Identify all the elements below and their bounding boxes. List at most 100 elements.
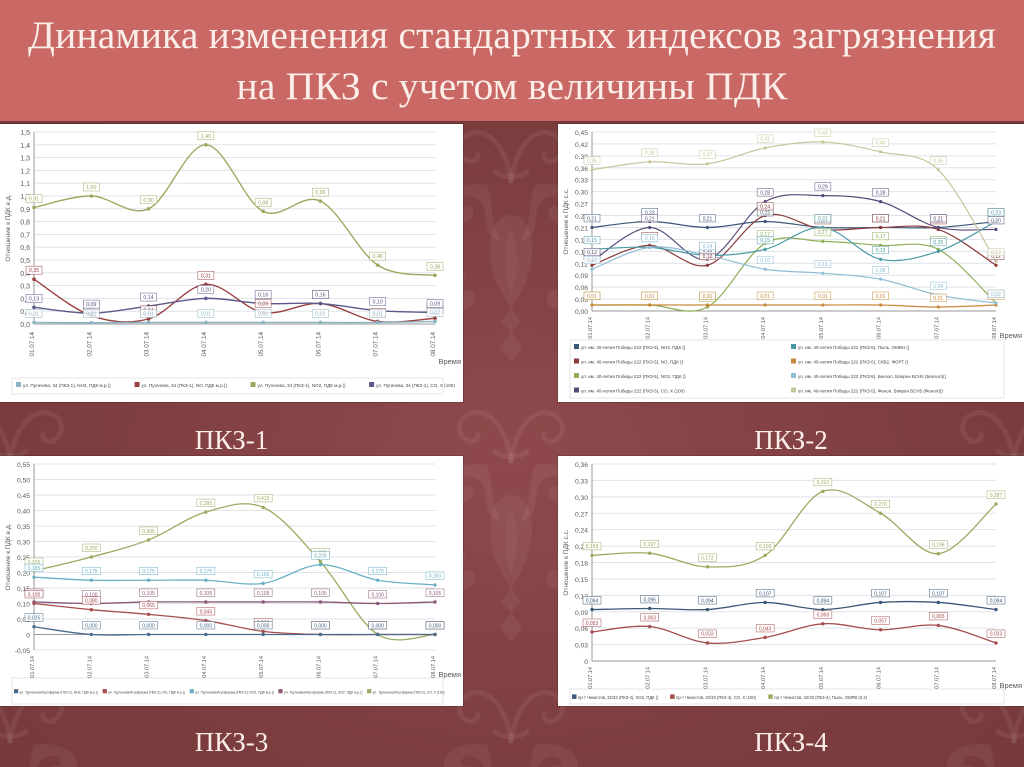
svg-text:0,88: 0,88 [258, 200, 268, 206]
svg-text:0,175: 0,175 [85, 569, 98, 575]
svg-text:0,01: 0,01 [143, 311, 153, 317]
svg-text:0,24: 0,24 [575, 528, 588, 535]
svg-text:0,045: 0,045 [200, 609, 213, 615]
svg-text:0,28: 0,28 [876, 190, 886, 196]
svg-text:0,175: 0,175 [371, 569, 384, 575]
svg-text:0,29: 0,29 [818, 184, 828, 190]
svg-text:0,197: 0,197 [643, 542, 656, 548]
svg-text:0,175: 0,175 [200, 569, 213, 575]
svg-text:0,42: 0,42 [818, 131, 828, 137]
svg-text:0,01: 0,01 [373, 311, 383, 317]
svg-text:0,06: 0,06 [575, 285, 588, 292]
svg-text:04.07.14: 04.07.14 [201, 332, 208, 357]
svg-text:0,193: 0,193 [586, 544, 599, 550]
svg-text:0,27: 0,27 [575, 202, 588, 209]
svg-text:Время: Время [999, 681, 1022, 690]
svg-text:0,094: 0,094 [817, 598, 830, 604]
svg-text:0,8: 0,8 [20, 220, 30, 227]
svg-text:ул. им. 40-летия Победы 222 (П: ул. им. 40-летия Победы 222 (ПКЗ-5), Пыл… [798, 345, 910, 350]
svg-text:08.07.14: 08.07.14 [430, 332, 437, 357]
svg-text:0,27: 0,27 [575, 511, 588, 518]
svg-text:0,000: 0,000 [200, 623, 213, 629]
svg-text:ул. Тургенева/Агрофирма (ПКЗ-2: ул. Тургенева/Агрофирма (ПКЗ-2), NH3, ПД… [20, 691, 98, 695]
svg-text:02.07.14: 02.07.14 [646, 667, 652, 689]
svg-text:1,1: 1,1 [20, 181, 30, 188]
svg-text:0,01: 0,01 [933, 296, 943, 302]
svg-text:0,01: 0,01 [315, 311, 325, 317]
svg-text:0,35: 0,35 [933, 159, 943, 165]
svg-text:0,01: 0,01 [818, 294, 828, 300]
svg-text:0,40: 0,40 [17, 509, 30, 516]
svg-text:02.07.14: 02.07.14 [86, 332, 93, 357]
svg-text:0,46: 0,46 [373, 254, 383, 260]
svg-text:0,105: 0,105 [142, 591, 155, 597]
svg-text:0,0: 0,0 [20, 322, 30, 329]
svg-text:0,094: 0,094 [701, 598, 714, 604]
svg-text:06.07.14: 06.07.14 [316, 656, 322, 678]
svg-text:0,14: 0,14 [143, 295, 153, 301]
svg-text:0,107: 0,107 [759, 591, 772, 597]
svg-text:0,000: 0,000 [371, 623, 384, 629]
svg-text:0,00: 0,00 [575, 309, 588, 316]
svg-text:0,395: 0,395 [200, 501, 213, 507]
svg-text:Время: Время [999, 331, 1022, 340]
svg-text:0,000: 0,000 [142, 623, 155, 629]
svg-text:0,01: 0,01 [29, 311, 39, 317]
svg-text:1,5: 1,5 [20, 130, 30, 137]
svg-text:ул. Пугачева, 34 (ПКЗ-1), CO,: ул. Пугачева, 34 (ПКЗ-1), CO, Х (100) [376, 383, 455, 388]
svg-text:02.07.14: 02.07.14 [87, 656, 93, 678]
svg-text:0,21: 0,21 [587, 216, 597, 222]
svg-text:0: 0 [584, 659, 588, 666]
svg-text:0,16: 0,16 [258, 293, 268, 299]
svg-text:Отношение к ПДК е.д.: Отношение к ПДК е.д. [5, 194, 12, 261]
svg-text:0,33: 0,33 [575, 478, 588, 485]
svg-text:0,094: 0,094 [990, 598, 1003, 604]
svg-text:0,01: 0,01 [587, 294, 597, 300]
svg-text:0,24: 0,24 [760, 204, 770, 210]
svg-text:0,04: 0,04 [933, 284, 943, 290]
svg-text:0,172: 0,172 [701, 556, 714, 562]
svg-text:0,09: 0,09 [575, 273, 588, 280]
svg-text:0,100: 0,100 [28, 592, 41, 598]
svg-text:0,35: 0,35 [587, 159, 597, 165]
svg-text:Время: Время [438, 357, 461, 366]
svg-text:0,21: 0,21 [703, 216, 713, 222]
svg-text:0,42: 0,42 [575, 142, 588, 149]
svg-text:0,165: 0,165 [257, 572, 270, 578]
svg-text:0,15: 0,15 [933, 240, 943, 246]
svg-text:0,15: 0,15 [575, 577, 588, 584]
svg-text:0,310: 0,310 [817, 480, 830, 486]
svg-text:0,16: 0,16 [315, 293, 325, 299]
svg-text:0,5: 0,5 [20, 258, 30, 265]
svg-text:0,17: 0,17 [818, 230, 828, 236]
svg-text:пр-т Чекистов, 32/33 (ПКЗ-4),: пр-т Чекистов, 32/33 (ПКЗ-4), Пыль, ОМРВ… [774, 695, 867, 700]
svg-text:06.07.14: 06.07.14 [315, 332, 322, 357]
svg-text:Время: Время [438, 670, 461, 679]
svg-text:0,21: 0,21 [876, 216, 886, 222]
svg-text:0,094: 0,094 [586, 598, 599, 604]
svg-text:0,105: 0,105 [314, 591, 327, 597]
svg-text:0,105: 0,105 [257, 591, 270, 597]
svg-text:07.07.14: 07.07.14 [934, 317, 940, 339]
svg-text:ул. им. 40-летия Победы 222 (П: ул. им. 40-летия Победы 222 (ПКЗ-5), NO,… [581, 360, 684, 365]
svg-text:0,20: 0,20 [991, 218, 1001, 224]
svg-text:0,185: 0,185 [28, 566, 41, 572]
svg-text:0,02: 0,02 [430, 310, 440, 316]
svg-text:0,250: 0,250 [85, 546, 98, 552]
svg-text:0,36: 0,36 [575, 166, 588, 173]
svg-text:0,23: 0,23 [991, 210, 1001, 216]
svg-text:0,080: 0,080 [85, 599, 98, 605]
svg-text:0,01: 0,01 [86, 312, 96, 318]
svg-text:0,91: 0,91 [29, 197, 39, 203]
svg-text:0,96: 0,96 [315, 190, 325, 196]
svg-text:0,35: 0,35 [17, 524, 30, 531]
svg-text:ул. Тургенева/Агрофирма (ПКЗ-2: ул. Тургенева/Агрофирма (ПКЗ-2), CO, Х (… [373, 691, 445, 695]
svg-text:ул. Пугачева, 34 (ПКЗ-1), NH3,: ул. Пугачева, 34 (ПКЗ-1), NH3, ПДК м.р.(… [23, 383, 111, 388]
svg-text:0,40: 0,40 [876, 141, 886, 147]
svg-text:0,30: 0,30 [575, 495, 588, 502]
svg-text:0,193: 0,193 [759, 544, 772, 550]
svg-text:0,01: 0,01 [201, 311, 211, 317]
svg-text:0,45: 0,45 [575, 130, 588, 137]
svg-text:08.07.14: 08.07.14 [992, 667, 998, 689]
svg-text:0,37: 0,37 [703, 153, 713, 159]
